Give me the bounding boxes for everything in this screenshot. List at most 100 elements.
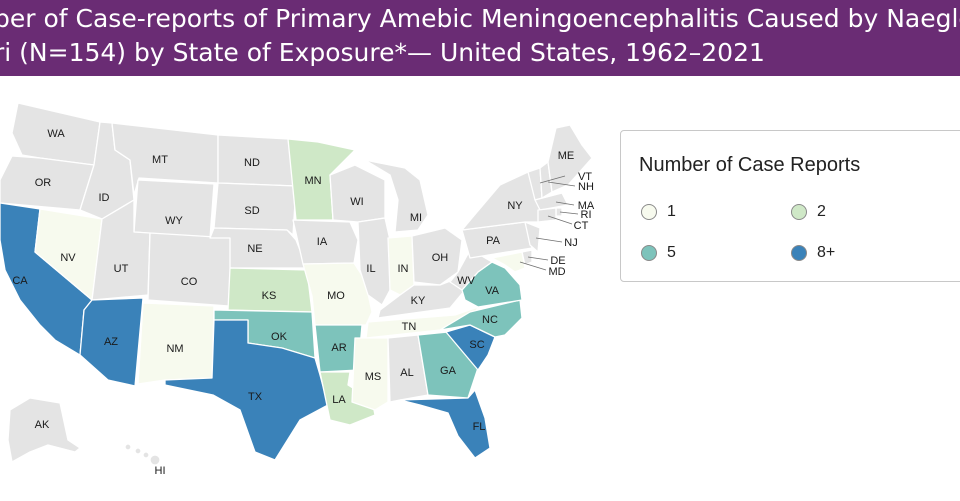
us-state-map: WA OR CA NV ID MT WY UT AZ CO NM ND SD N… bbox=[0, 102, 595, 477]
label-ia: IA bbox=[317, 236, 328, 248]
state-mo bbox=[302, 262, 373, 326]
state-nj bbox=[524, 221, 541, 253]
label-ny: NY bbox=[507, 200, 523, 212]
label-nh: NH bbox=[578, 181, 594, 193]
label-md: MD bbox=[548, 266, 565, 278]
state-co bbox=[147, 232, 233, 307]
label-id: ID bbox=[99, 192, 110, 204]
state-hi-island bbox=[124, 443, 132, 451]
label-ri: RI bbox=[581, 209, 592, 221]
state-hi-island bbox=[134, 447, 142, 455]
leader-vt bbox=[539, 175, 566, 184]
state-ma bbox=[534, 192, 569, 211]
state-ga bbox=[417, 331, 479, 399]
label-oh: OH bbox=[432, 252, 449, 264]
label-mi: MI bbox=[410, 212, 422, 224]
label-or: OR bbox=[35, 177, 52, 189]
legend-label-8plus: 8+ bbox=[817, 244, 836, 261]
state-ne bbox=[209, 227, 308, 269]
label-in: IN bbox=[398, 263, 409, 275]
leader-ma bbox=[555, 201, 575, 206]
label-mn: MN bbox=[304, 175, 321, 187]
label-pa: PA bbox=[486, 235, 501, 247]
label-me: ME bbox=[558, 150, 575, 162]
label-nm: NM bbox=[166, 343, 183, 355]
label-tn: TN bbox=[402, 321, 417, 333]
legend-box: Number of Case Reports 1 2 5 8+ bbox=[620, 130, 960, 282]
label-nv: NV bbox=[60, 252, 76, 264]
title-line-2: ri (N=154) by State of Exposure*— United… bbox=[0, 38, 765, 67]
legend-item-2: 2 bbox=[791, 203, 826, 221]
label-al: AL bbox=[400, 367, 413, 379]
label-ks: KS bbox=[262, 290, 277, 302]
label-mt: MT bbox=[152, 154, 168, 166]
legend-swatch-1 bbox=[641, 204, 657, 220]
label-ga: GA bbox=[440, 365, 457, 377]
leader-ct bbox=[547, 215, 573, 225]
legend-item-1: 1 bbox=[641, 203, 676, 221]
state-ms bbox=[351, 337, 389, 411]
label-de: DE bbox=[550, 255, 565, 267]
label-ky: KY bbox=[411, 295, 426, 307]
label-tx: TX bbox=[248, 391, 263, 403]
label-mo: MO bbox=[327, 290, 345, 302]
state-ny bbox=[461, 171, 541, 231]
title-banner: ber of Case-reports of Primary Amebic Me… bbox=[0, 0, 960, 76]
label-il: IL bbox=[366, 263, 375, 275]
state-wi bbox=[329, 164, 386, 223]
state-mi bbox=[364, 159, 429, 233]
label-sc: SC bbox=[469, 339, 484, 351]
state-hi-island bbox=[149, 454, 161, 466]
label-nc: NC bbox=[482, 314, 498, 326]
label-sd: SD bbox=[244, 205, 259, 217]
state-tx bbox=[164, 319, 329, 461]
label-ca: CA bbox=[12, 275, 28, 287]
legend-item-5: 5 bbox=[641, 244, 676, 262]
label-ak: AK bbox=[35, 419, 50, 431]
label-hi: HI bbox=[155, 465, 166, 477]
legend-swatch-5 bbox=[641, 245, 657, 261]
leader-de bbox=[527, 256, 549, 261]
label-ma: MA bbox=[578, 200, 595, 212]
label-ct: CT bbox=[574, 220, 589, 232]
legend-label-5: 5 bbox=[667, 244, 676, 261]
legend-swatch-8plus bbox=[791, 245, 807, 261]
label-wi: WI bbox=[350, 196, 363, 208]
title-line-1: ber of Case-reports of Primary Amebic Me… bbox=[0, 4, 960, 33]
label-wa: WA bbox=[47, 128, 65, 140]
label-wv: WV bbox=[457, 275, 475, 287]
state-hi-island bbox=[142, 451, 150, 459]
legend-swatch-2 bbox=[791, 204, 807, 220]
state-ia bbox=[292, 219, 359, 265]
state-fl bbox=[399, 389, 491, 459]
legend-label-2: 2 bbox=[817, 203, 826, 220]
leader-ri bbox=[559, 211, 579, 215]
state-hi bbox=[124, 443, 161, 466]
leader-nj bbox=[535, 237, 563, 243]
label-ok: OK bbox=[271, 331, 288, 343]
state-az bbox=[79, 297, 144, 387]
legend-label-1: 1 bbox=[667, 203, 676, 220]
label-vt: VT bbox=[578, 171, 592, 183]
label-la: LA bbox=[332, 394, 346, 406]
leader-md bbox=[519, 261, 547, 271]
label-fl: FL bbox=[473, 421, 486, 433]
state-md bbox=[491, 251, 526, 273]
label-wy: WY bbox=[165, 215, 183, 227]
label-ne: NE bbox=[247, 243, 262, 255]
state-nc bbox=[439, 299, 523, 338]
label-ms: MS bbox=[365, 371, 382, 383]
state-ct bbox=[537, 207, 557, 223]
state-il bbox=[357, 217, 391, 306]
label-va: VA bbox=[485, 285, 500, 297]
label-nd: ND bbox=[244, 157, 260, 169]
label-nj: NJ bbox=[564, 237, 577, 249]
legend-title: Number of Case Reports bbox=[639, 154, 861, 176]
label-az: AZ bbox=[104, 336, 118, 348]
state-al bbox=[387, 334, 429, 403]
state-wy bbox=[133, 179, 215, 239]
label-ut: UT bbox=[114, 263, 129, 275]
state-me bbox=[547, 124, 593, 193]
legend-item-8plus: 8+ bbox=[791, 244, 835, 262]
state-ak bbox=[7, 397, 81, 463]
